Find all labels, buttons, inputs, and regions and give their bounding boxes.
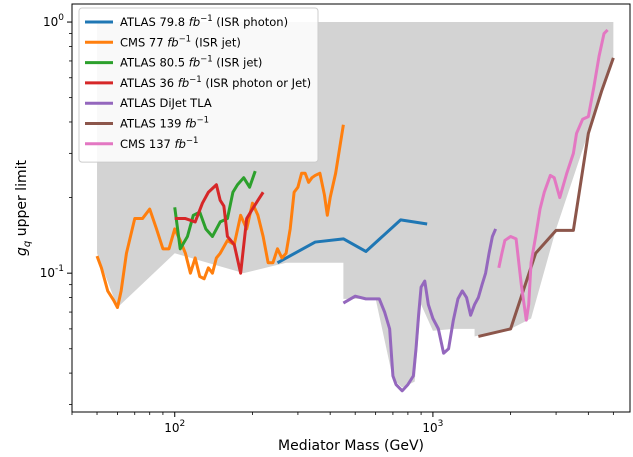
legend-label: ATLAS 36 fb−1 (ISR photon or Jet) bbox=[120, 75, 311, 90]
legend-label: ATLAS 139 fb−1 bbox=[120, 116, 209, 131]
plot-frame bbox=[71, 3, 631, 413]
series-line-5 bbox=[342, 228, 498, 393]
series-line-7 bbox=[497, 28, 609, 322]
legend-label: CMS 77 fb−1 (ISR jet) bbox=[120, 34, 241, 49]
x-tick-label: 103 bbox=[422, 419, 443, 435]
legend-box bbox=[78, 7, 319, 163]
legend-label: CMS 137 fb−1 bbox=[120, 136, 198, 151]
axes: 102 103 10-1 100 Mediator Mass (GeV) gq upper… bbox=[14, 3, 631, 454]
x-tick-label: 102 bbox=[164, 419, 185, 435]
legend-label: ATLAS DiJet TLA bbox=[120, 96, 212, 110]
series-line-4 bbox=[174, 183, 265, 275]
y-axis-label: gq upper limit bbox=[14, 160, 33, 256]
legend-label: ATLAS 80.5 fb−1 (ISR jet) bbox=[120, 55, 262, 70]
series-layer bbox=[95, 28, 615, 393]
y-tick-label: 10-1 bbox=[40, 264, 64, 280]
x-axis-label: Mediator Mass (GeV) bbox=[278, 438, 424, 454]
series-line-3 bbox=[173, 170, 257, 251]
legend: ATLAS 79.8 fb−1 (ISR photon) CMS 77 fb−1 … bbox=[78, 7, 319, 163]
legend-label: ATLAS 79.8 fb−1 (ISR photon) bbox=[120, 14, 288, 29]
series-line-6 bbox=[478, 57, 615, 338]
series-line-1 bbox=[276, 218, 428, 265]
y-tick-label: 100 bbox=[43, 13, 64, 29]
